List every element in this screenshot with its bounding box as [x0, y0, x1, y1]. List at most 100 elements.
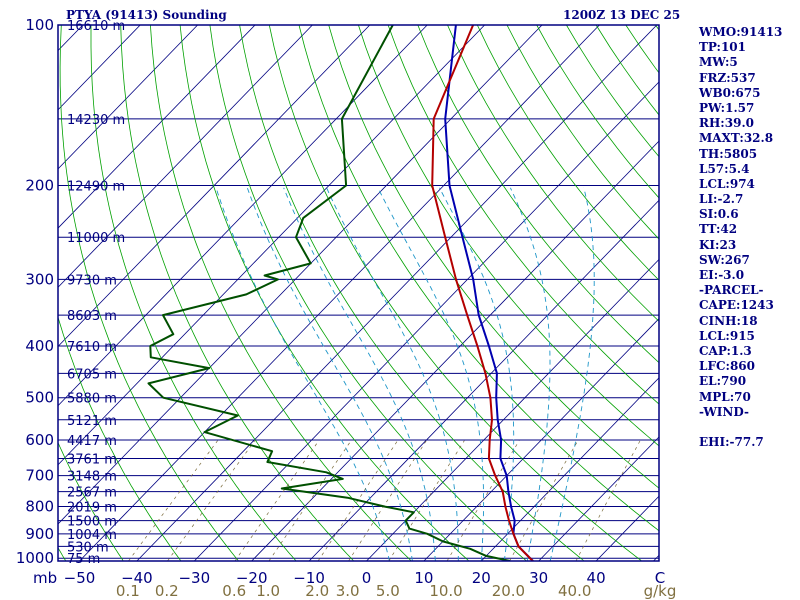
temperature-tick-label: −30 — [178, 569, 210, 587]
plot-frame — [57, 24, 660, 562]
height-label: 3148 m — [67, 470, 117, 485]
isotherm-line — [58, 25, 371, 348]
temperature-tick-label: 0 — [362, 569, 372, 587]
parcel-profile-line — [444, 25, 534, 561]
isotherm-line — [251, 140, 659, 561]
height-label: 8603 m — [67, 309, 117, 324]
dry-adiabat — [59, 25, 239, 561]
pressure-tick-label: 800 — [25, 498, 54, 516]
index-item: LCL:974 — [699, 176, 755, 191]
pressure-unit-label: mb — [33, 569, 57, 587]
index-item: EI:-3.0 — [699, 268, 745, 282]
index-item: -PARCEL- — [699, 283, 764, 298]
isotherm-line — [79, 25, 600, 561]
index-item: LI:-2.7 — [699, 192, 744, 207]
temperature-tick-label: 10 — [414, 569, 433, 587]
dry-adiabat — [150, 25, 412, 561]
height-label: 12490 m — [67, 180, 125, 195]
isotherm-line — [58, 25, 543, 525]
index-item: SW:267 — [699, 252, 750, 267]
pressure-tick-label: 1000 — [16, 549, 54, 567]
mixing-ratio-tick-label: 0.2 — [155, 582, 179, 600]
index-item: MPL:70 — [699, 389, 751, 404]
index-item: TH:5805 — [699, 146, 758, 161]
mixing-ratio-tick-label: 2.0 — [305, 582, 329, 600]
pressure-tick-label: 600 — [25, 431, 54, 449]
height-label: 75 m — [67, 552, 100, 567]
isotherm-line — [308, 199, 659, 561]
index-item: WB0:675 — [699, 85, 761, 100]
temperature-tick-label: C — [655, 569, 665, 587]
moist-adiabat — [549, 187, 595, 561]
chart-title: PTYA (91413) Sounding — [66, 8, 227, 22]
index-item: MW:5 — [699, 55, 738, 70]
mixing-ratio-tick-label: 3.0 — [336, 582, 360, 600]
isotherm-line — [194, 81, 659, 561]
temperature-tick-label: −50 — [64, 569, 96, 587]
moist-adiabat — [439, 187, 515, 561]
isotherm-line — [58, 25, 256, 229]
mixing-ratio-tick-label: 1.0 — [256, 582, 280, 600]
moist-adiabat — [246, 187, 413, 561]
temperature-tick-label: −40 — [121, 569, 153, 587]
mixing-ratio-tick-label: 0.1 — [116, 582, 140, 600]
isotherm-line — [58, 25, 428, 407]
mixing-ratio-line — [234, 440, 320, 561]
index-item: EHI:-77.7 — [699, 435, 764, 450]
mixing-ratio-line — [348, 440, 427, 561]
moist-adiabat — [283, 187, 436, 561]
height-label: 530 m — [67, 540, 109, 555]
index-item: LCL:915 — [699, 328, 755, 343]
isotherm-line — [481, 377, 659, 561]
moist-adiabat — [377, 187, 485, 561]
isotherm-line — [58, 25, 313, 288]
mixing-ratio-tick-label: 40.0 — [558, 582, 591, 600]
pressure-tick-label: 200 — [25, 177, 54, 195]
temperature-profile-line — [431, 25, 534, 561]
dry-adiabat — [0, 25, 8, 561]
index-item: -WIND- — [699, 404, 749, 419]
isotherm-line — [538, 436, 659, 561]
stability-indices-panel: WMO:91413 TP:101 MW:5 FRZ:537 WB0:675 PW:1.57… — [699, 25, 782, 450]
height-label: 2567 m — [67, 486, 117, 501]
moist-adiabat — [326, 187, 459, 561]
axis-labels: 0.1 0.2 0.6 1.0 2.0 3.0 5.0 10.0 20.0 40.0 g/kg −50… — [16, 16, 677, 600]
index-item: EL:790 — [699, 374, 747, 389]
temperature-tick-label: 30 — [529, 569, 548, 587]
isotherm-line — [136, 25, 658, 561]
mixing-ratio-tick-label: 20.0 — [492, 582, 525, 600]
temperature-tick-label: 20 — [472, 569, 491, 587]
temperature-tick-label: 40 — [587, 569, 606, 587]
height-label: 7610 m — [67, 340, 117, 355]
index-item: TT:42 — [699, 222, 738, 237]
height-label: 11000 m — [67, 231, 125, 246]
index-item: LFC:860 — [699, 359, 755, 374]
dry-adiabat — [476, 25, 659, 281]
sounding-date: 1200Z 13 DEC 25 — [563, 8, 681, 22]
dry-adiabat — [298, 25, 659, 532]
index-item: FRZ:537 — [699, 70, 756, 85]
index-item: CAPE:1243 — [699, 298, 774, 313]
dry-adiabat — [58, 315, 181, 561]
mixing-ratio-unit-label: g/kg — [644, 582, 677, 600]
index-item: PW:1.57 — [699, 100, 755, 115]
index-item: MAXT:32.8 — [699, 131, 774, 146]
pressure-tick-label: 500 — [25, 389, 54, 407]
mixing-ratio-line — [167, 440, 255, 561]
index-item: KI:23 — [699, 237, 737, 252]
index-item: WMO:91413 — [699, 25, 783, 39]
dry-adiabat — [58, 441, 124, 561]
temperature-tick-label: −10 — [293, 569, 325, 587]
dewpoint-profile-line — [147, 25, 511, 561]
height-label: 3761 m — [67, 452, 117, 467]
height-label: 14230 m — [67, 113, 125, 128]
dry-adiabat — [239, 25, 584, 561]
profile-lines — [147, 25, 534, 561]
mixing-ratio-line — [317, 440, 398, 561]
index-item: SI:0.6 — [699, 207, 739, 222]
dry-adiabat — [120, 25, 354, 561]
dry-adiabat — [417, 25, 659, 364]
isotherm-line — [366, 258, 659, 561]
dry-adiabat — [90, 25, 297, 561]
mixing-ratio-line — [388, 440, 465, 561]
